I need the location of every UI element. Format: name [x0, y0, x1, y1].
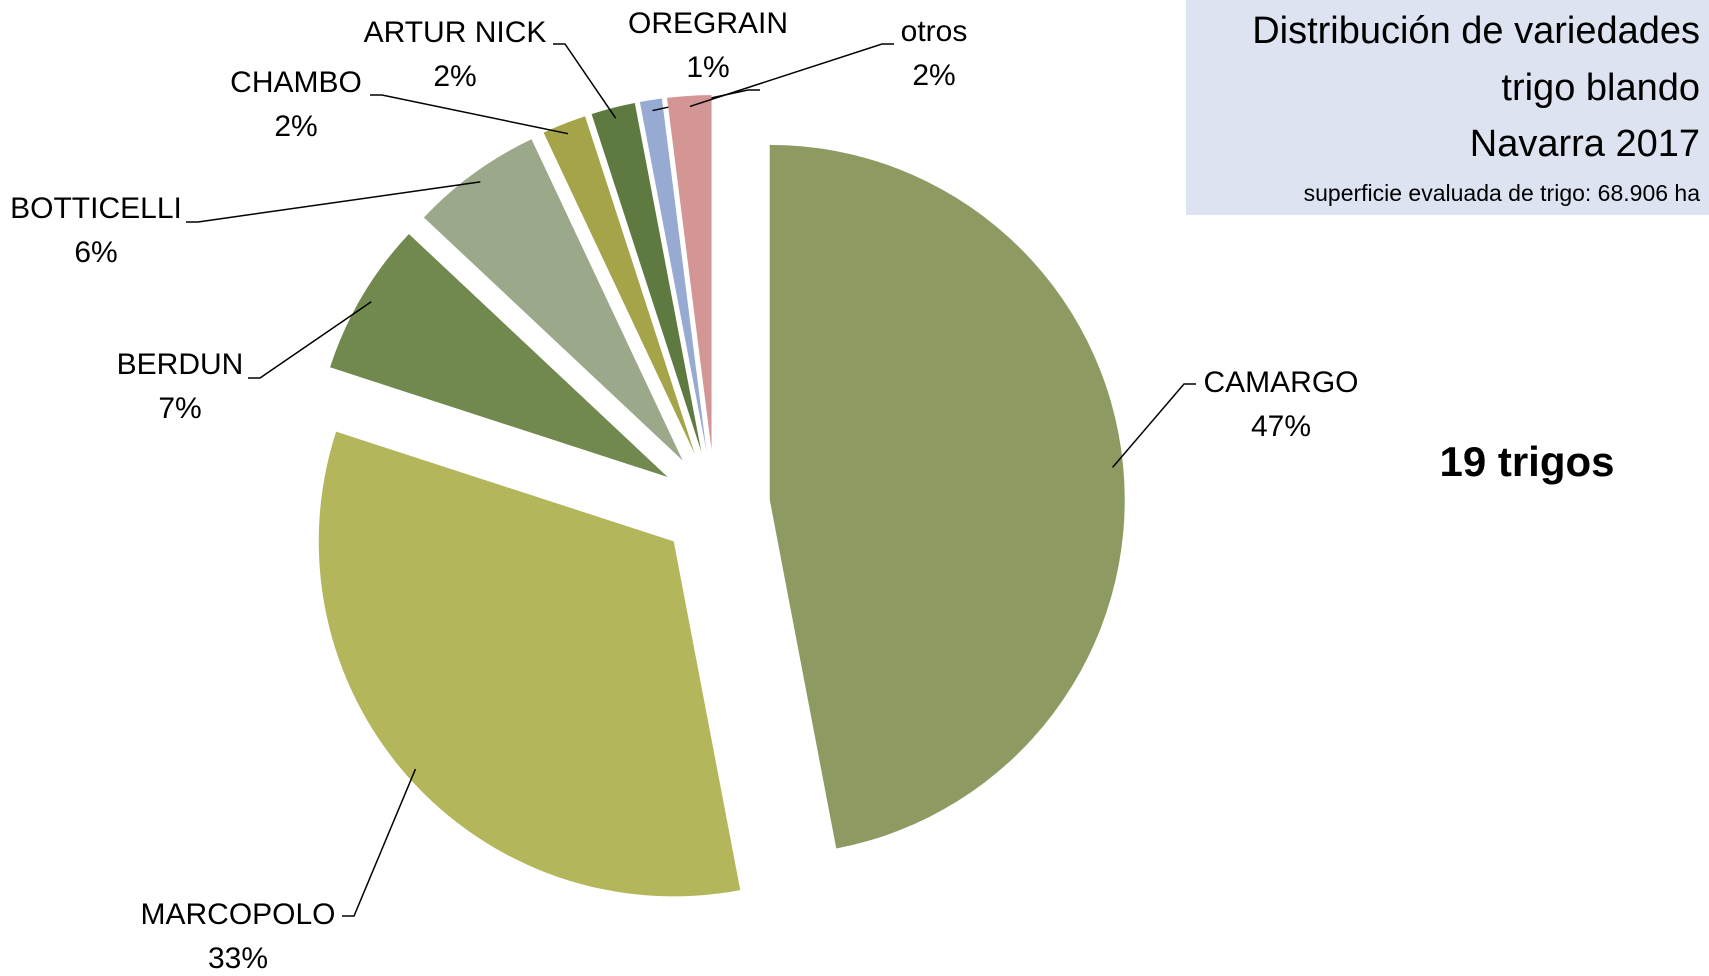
leader-line: [342, 768, 417, 917]
title-box: [1186, 0, 1709, 215]
slice-label: OREGRAIN: [628, 7, 788, 40]
value-label: 1%: [686, 51, 729, 84]
chart-title: Distribución de variedades: [1252, 10, 1700, 52]
leader-line: [689, 43, 894, 108]
value-label: 7%: [158, 392, 201, 425]
chart-subtitle: superficie evaluada de trigo: 68.906 ha: [1304, 180, 1701, 206]
annotation: 19 trigos: [1439, 438, 1614, 485]
slice-label: BOTTICELLI: [10, 192, 182, 225]
pie-slice: [591, 103, 702, 452]
leader-line: [186, 181, 481, 223]
value-label: 2%: [433, 60, 476, 93]
pie-slice: [318, 431, 741, 897]
slice-label: ARTUR NICK: [364, 16, 547, 49]
value-label: 47%: [1251, 410, 1311, 443]
slice-label: MARCOPOLO: [140, 898, 335, 931]
pie-slice: [639, 98, 707, 451]
pie-slice: [667, 95, 712, 451]
leader-line: [553, 43, 617, 119]
pie-slice: [330, 233, 668, 478]
value-label: 6%: [74, 236, 117, 269]
leader-line: [370, 94, 569, 135]
leader-line: [248, 301, 372, 379]
pie-slice: [769, 144, 1125, 849]
value-label: 2%: [274, 110, 317, 143]
value-label: 2%: [912, 59, 955, 92]
value-label: 33%: [208, 942, 268, 975]
pie-slice: [543, 116, 695, 454]
chart-title: trigo blando: [1501, 67, 1700, 109]
slice-label: CHAMBO: [230, 66, 362, 99]
slice-label: otros: [901, 15, 968, 48]
slice-label: BERDUN: [117, 348, 244, 381]
slice-label: CAMARGO: [1203, 366, 1358, 399]
leader-line: [1112, 383, 1196, 468]
pie-slice: [423, 139, 683, 461]
chart-title: Navarra 2017: [1470, 123, 1700, 165]
